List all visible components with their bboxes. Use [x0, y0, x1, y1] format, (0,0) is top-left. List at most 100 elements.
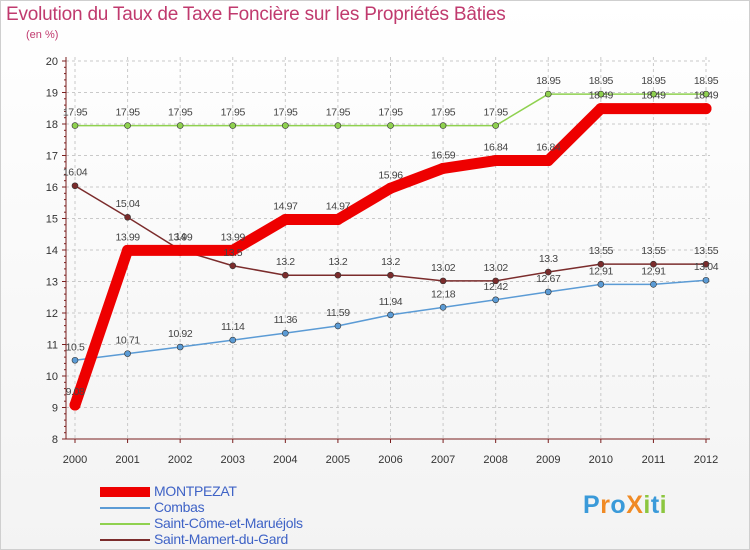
data-label-saint-mamert: 15.04 [115, 198, 140, 210]
data-point-saint-mamert [124, 213, 131, 221]
y-tick-label: 18 [46, 119, 58, 131]
x-tick-label: 2001 [115, 454, 139, 466]
data-label-montpezat: 13.99 [221, 231, 246, 243]
data-label-saint-come: 17.95 [431, 107, 456, 119]
data-point-saint-come [439, 122, 447, 129]
data-label-saint-come: 17.95 [378, 107, 403, 119]
data-label-combas: 11.59 [326, 307, 350, 319]
y-tick-label: 12 [46, 308, 58, 320]
y-tick-label: 13 [46, 277, 58, 289]
data-label-saint-mamert: 14 [175, 231, 186, 243]
data-point-saint-mamert [492, 277, 499, 285]
y-tick-label: 9 [52, 403, 58, 415]
data-point-combas [492, 296, 499, 304]
data-point-montpezat [279, 213, 291, 225]
data-label-saint-come: 17.95 [326, 107, 351, 119]
data-point-montpezat [437, 162, 449, 174]
logo-letter: o [610, 491, 627, 519]
data-point-saint-come [650, 90, 657, 98]
data-label-montpezat: 16.59 [431, 149, 456, 161]
data-label-saint-come: 17.95 [221, 107, 246, 119]
data-point-saint-come [176, 122, 184, 129]
y-tick-label: 16 [46, 182, 58, 194]
data-label-saint-mamert: 13.2 [381, 256, 400, 268]
data-label-montpezat: 9.08 [66, 386, 85, 398]
chart-subtitle: (en %) [26, 29, 59, 41]
y-tick-label: 11 [47, 340, 58, 352]
x-tick-label: 2004 [273, 454, 297, 466]
data-label-combas: 10.5 [66, 341, 85, 353]
data-label-saint-mamert: 13.55 [641, 245, 666, 257]
data-label-combas: 12.67 [536, 273, 561, 285]
data-point-montpezat [174, 244, 186, 256]
data-point-combas [124, 350, 131, 357]
data-point-combas [439, 304, 447, 311]
data-label-combas: 12.42 [484, 281, 509, 293]
legend-swatch [100, 487, 150, 497]
x-tick-label: 2005 [326, 454, 350, 466]
data-point-montpezat [122, 244, 134, 256]
data-point-montpezat [332, 213, 344, 225]
data-point-montpezat [647, 103, 659, 115]
data-point-saint-come [282, 122, 289, 129]
data-point-montpezat [385, 182, 396, 194]
data-label-saint-come: 17.95 [273, 107, 298, 119]
logo-letter: i [643, 491, 651, 519]
data-label-combas: 13.04 [694, 261, 719, 273]
x-tick-label: 2006 [378, 454, 402, 466]
data-point-combas [282, 329, 289, 337]
logo-letter: X [626, 491, 644, 519]
data-label-montpezat: 14.97 [326, 200, 351, 212]
data-point-saint-come [544, 90, 552, 98]
y-tick-label: 10 [46, 371, 58, 383]
data-point-saint-mamert [702, 260, 710, 268]
data-point-saint-mamert [229, 262, 237, 270]
data-label-saint-mamert: 13.5 [223, 247, 242, 259]
data-label-montpezat: 13.99 [168, 231, 193, 243]
data-label-saint-mamert: 13.02 [484, 262, 509, 274]
data-point-saint-come [71, 122, 79, 129]
y-tick-label: 15 [46, 214, 58, 226]
data-label-combas: 10.71 [115, 335, 140, 347]
logo-letter: r [600, 491, 611, 519]
data-point-combas [650, 281, 657, 288]
data-point-montpezat [542, 155, 554, 167]
data-label-montpezat: 18.49 [641, 90, 666, 102]
data-point-saint-come [387, 122, 394, 129]
data-point-combas [229, 336, 237, 344]
x-tick-label: 2008 [483, 454, 507, 466]
data-label-saint-mamert: 13.2 [328, 256, 347, 268]
legend-swatch [100, 539, 150, 541]
data-point-saint-come [597, 90, 605, 98]
data-label-montpezat: 13.99 [115, 231, 140, 243]
logo-letter: i [659, 491, 668, 519]
data-point-saint-mamert [650, 260, 657, 268]
y-tick-label: 14 [46, 245, 58, 257]
data-point-saint-come [229, 122, 237, 129]
legend-item-combas: Combas [100, 499, 400, 516]
data-label-saint-come: 17.95 [168, 107, 193, 119]
data-point-saint-mamert [439, 277, 447, 285]
data-label-combas: 11.14 [221, 321, 245, 333]
legend-label: Saint-Côme-et-Maruéjols [154, 515, 303, 531]
legend-label: Saint-Mamert-du-Gard [154, 531, 289, 547]
data-label-saint-come: 17.95 [63, 107, 88, 119]
data-label-saint-mamert: 13.55 [589, 245, 614, 257]
data-label-saint-come: 17.95 [115, 107, 140, 119]
data-label-saint-come: 18.95 [641, 75, 666, 87]
data-label-saint-mamert: 13.3 [539, 253, 558, 265]
data-label-montpezat: 16.84 [536, 142, 561, 154]
x-tick-label: 2011 [642, 454, 666, 466]
legend-label: Combas [154, 499, 205, 515]
x-tick-label: 2010 [589, 454, 613, 466]
data-point-montpezat [227, 244, 239, 256]
data-label-combas: 12.91 [641, 265, 666, 277]
data-label-saint-come: 17.95 [484, 107, 509, 119]
data-label-saint-come: 18.95 [589, 75, 614, 87]
y-tick-label: 20 [46, 56, 58, 68]
data-point-combas [176, 343, 184, 351]
logo-letter: P [583, 491, 601, 519]
data-point-saint-mamert [544, 268, 552, 276]
data-label-combas: 12.91 [589, 265, 614, 277]
